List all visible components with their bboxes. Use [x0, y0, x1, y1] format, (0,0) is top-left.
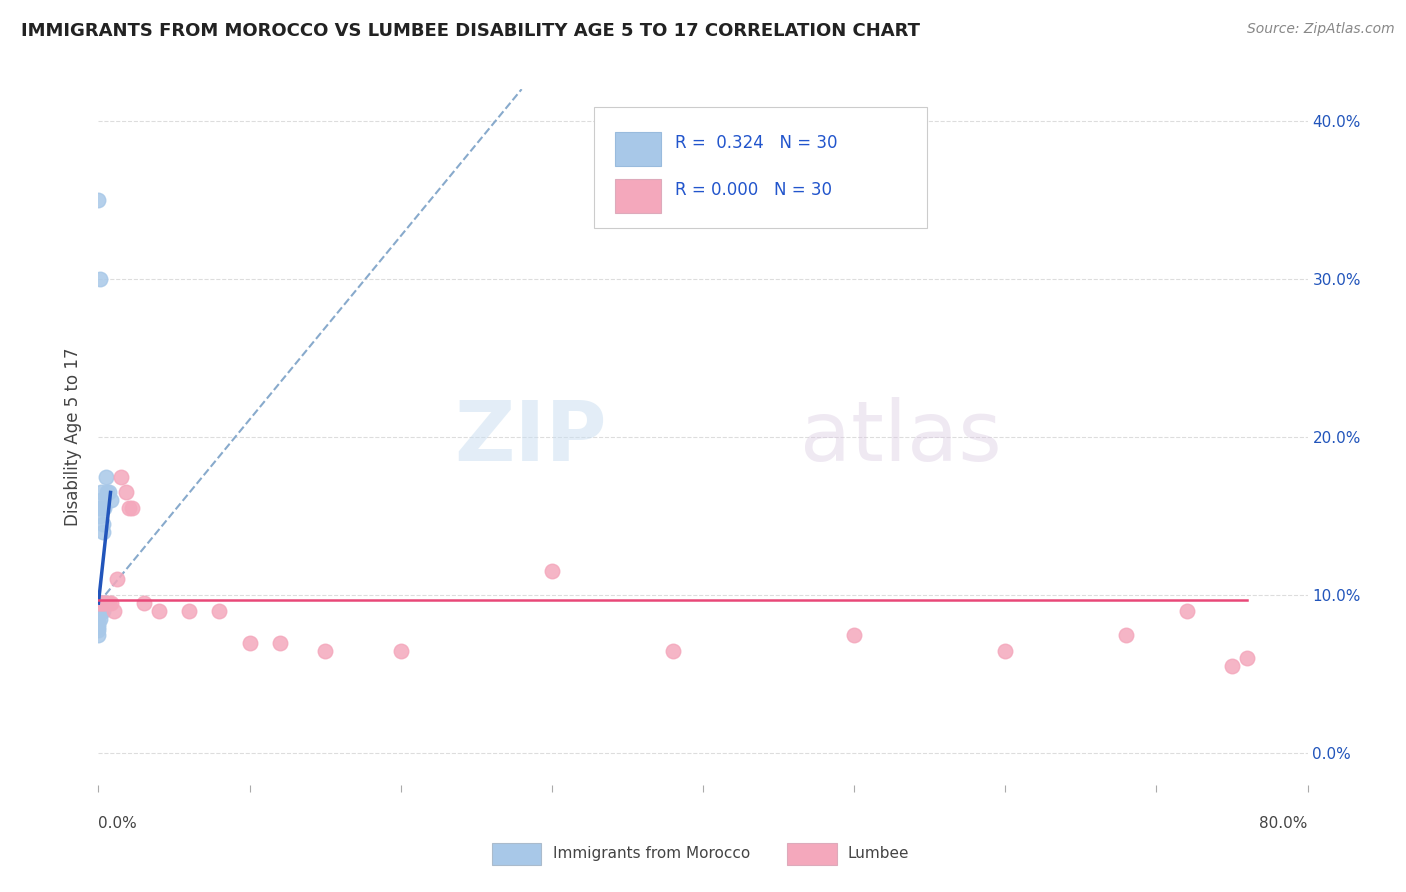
Point	[91, 596, 114, 610]
Text: Immigrants from Morocco: Immigrants from Morocco	[553, 847, 749, 861]
Point	[1236, 651, 1258, 665]
Point	[89, 596, 111, 610]
FancyBboxPatch shape	[614, 132, 661, 166]
Point	[239, 635, 262, 649]
Point	[269, 635, 291, 649]
FancyBboxPatch shape	[595, 106, 927, 228]
Point	[179, 604, 201, 618]
Y-axis label: Disability Age 5 to 17: Disability Age 5 to 17	[65, 348, 83, 526]
Point	[87, 620, 110, 634]
Point	[87, 604, 110, 618]
Point	[90, 596, 112, 610]
Point	[89, 272, 111, 286]
Text: IMMIGRANTS FROM MOROCCO VS LUMBEE DISABILITY AGE 5 TO 17 CORRELATION CHART: IMMIGRANTS FROM MOROCCO VS LUMBEE DISABI…	[21, 22, 920, 40]
Point	[90, 493, 112, 508]
Point	[91, 596, 114, 610]
Point	[98, 485, 121, 500]
Point	[87, 596, 110, 610]
Point	[110, 469, 132, 483]
Point	[93, 596, 115, 610]
Point	[208, 604, 231, 618]
Point	[540, 565, 562, 579]
Point	[314, 643, 336, 657]
Point	[87, 623, 110, 637]
Point	[148, 604, 170, 618]
Point	[114, 485, 136, 500]
Point	[96, 485, 118, 500]
Point	[994, 643, 1017, 657]
Point	[1115, 628, 1137, 642]
Point	[93, 596, 115, 610]
Point	[90, 604, 112, 618]
Point	[98, 596, 121, 610]
Point	[87, 607, 110, 622]
Text: R =  0.324   N = 30: R = 0.324 N = 30	[675, 135, 838, 153]
Point	[89, 604, 111, 618]
Point	[389, 643, 412, 657]
Point	[93, 501, 115, 516]
Point	[94, 596, 117, 610]
Text: R = 0.000   N = 30: R = 0.000 N = 30	[675, 181, 832, 199]
Point	[105, 573, 128, 587]
Point	[90, 485, 112, 500]
Point	[94, 596, 117, 610]
Point	[89, 612, 111, 626]
Point	[118, 501, 141, 516]
Point	[87, 610, 110, 624]
Text: ZIP: ZIP	[454, 397, 606, 477]
Point	[662, 643, 685, 657]
Text: Source: ZipAtlas.com: Source: ZipAtlas.com	[1247, 22, 1395, 37]
Point	[87, 616, 110, 631]
Point	[103, 604, 125, 618]
Point	[100, 596, 122, 610]
Point	[91, 604, 114, 618]
Point	[90, 596, 112, 610]
Point	[1220, 659, 1243, 673]
Text: 0.0%: 0.0%	[98, 816, 138, 831]
Point	[1175, 604, 1198, 618]
Point	[91, 524, 114, 539]
Text: 80.0%: 80.0%	[1260, 816, 1308, 831]
Point	[844, 628, 866, 642]
Point	[91, 516, 114, 531]
Point	[121, 501, 143, 516]
Text: Lumbee: Lumbee	[848, 847, 910, 861]
FancyBboxPatch shape	[614, 178, 661, 212]
Point	[100, 493, 122, 508]
Text: atlas: atlas	[800, 397, 1001, 477]
Point	[132, 596, 155, 610]
Point	[89, 509, 111, 524]
Point	[90, 501, 112, 516]
Point	[87, 614, 110, 628]
Point	[87, 628, 110, 642]
Point	[94, 469, 117, 483]
Point	[87, 193, 110, 207]
Point	[89, 501, 111, 516]
